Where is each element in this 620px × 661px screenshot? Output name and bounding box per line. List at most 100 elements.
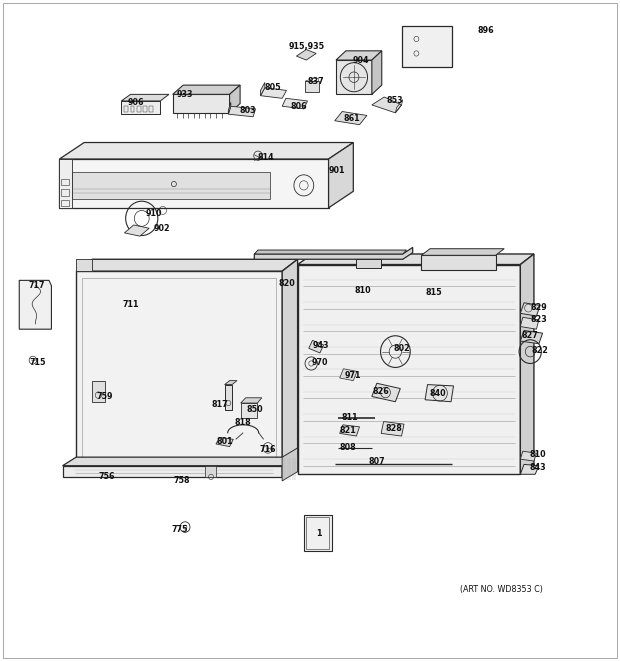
Text: 815: 815	[425, 288, 442, 297]
Polygon shape	[241, 403, 257, 418]
Text: 906: 906	[127, 98, 144, 108]
Polygon shape	[60, 159, 329, 208]
Polygon shape	[229, 85, 240, 113]
Bar	[61, 200, 69, 206]
Text: 711: 711	[122, 299, 139, 309]
Text: 715: 715	[30, 358, 46, 367]
Text: (ART NO. WD8353 C): (ART NO. WD8353 C)	[460, 584, 543, 594]
Polygon shape	[63, 457, 296, 466]
Polygon shape	[372, 51, 382, 95]
Polygon shape	[381, 422, 404, 436]
Bar	[304, 515, 332, 551]
Text: 756: 756	[99, 473, 115, 481]
Polygon shape	[336, 60, 372, 95]
Polygon shape	[260, 88, 286, 98]
Text: 801: 801	[216, 437, 233, 446]
Bar	[92, 381, 105, 402]
Text: 806: 806	[291, 102, 307, 111]
Bar	[137, 106, 141, 112]
Polygon shape	[520, 317, 539, 329]
Text: 829: 829	[531, 303, 547, 312]
Bar	[149, 106, 153, 112]
Text: 758: 758	[173, 477, 190, 485]
Polygon shape	[125, 225, 149, 236]
Text: 828: 828	[385, 424, 402, 432]
Polygon shape	[298, 264, 520, 475]
Text: 814: 814	[257, 153, 274, 162]
Polygon shape	[298, 254, 534, 264]
Polygon shape	[19, 280, 51, 329]
Polygon shape	[309, 340, 324, 353]
Bar	[305, 81, 319, 92]
Text: 933: 933	[177, 90, 193, 99]
Bar	[72, 173, 270, 198]
Polygon shape	[402, 26, 452, 67]
Text: 810: 810	[529, 450, 546, 459]
Text: 821: 821	[340, 426, 356, 435]
Polygon shape	[520, 254, 534, 475]
Polygon shape	[356, 259, 381, 268]
Polygon shape	[76, 259, 92, 271]
Text: 759: 759	[96, 392, 113, 401]
Polygon shape	[76, 271, 282, 466]
Bar	[306, 517, 329, 549]
Text: 811: 811	[342, 413, 358, 422]
Polygon shape	[216, 438, 233, 447]
Polygon shape	[224, 385, 232, 410]
Bar	[61, 189, 69, 196]
Polygon shape	[372, 383, 401, 402]
Polygon shape	[228, 106, 255, 117]
Text: 843: 843	[529, 463, 546, 472]
Polygon shape	[254, 250, 407, 254]
Polygon shape	[282, 259, 298, 466]
Text: 1: 1	[317, 529, 322, 538]
Text: 822: 822	[532, 346, 549, 355]
Polygon shape	[520, 330, 542, 344]
Text: 716: 716	[260, 445, 276, 453]
Text: 826: 826	[373, 387, 389, 396]
Text: 970: 970	[312, 358, 328, 367]
Polygon shape	[282, 457, 296, 477]
Text: 817: 817	[212, 400, 229, 409]
Text: 818: 818	[235, 418, 252, 428]
Text: 820: 820	[278, 278, 295, 288]
Text: 810: 810	[354, 286, 371, 295]
Text: 802: 802	[393, 344, 410, 354]
Polygon shape	[296, 50, 316, 60]
Polygon shape	[335, 112, 367, 125]
Polygon shape	[260, 83, 265, 96]
Text: 837: 837	[308, 77, 324, 86]
Polygon shape	[520, 465, 539, 475]
Polygon shape	[372, 97, 402, 113]
Polygon shape	[241, 398, 262, 403]
Polygon shape	[520, 303, 540, 316]
Polygon shape	[228, 102, 231, 114]
Polygon shape	[422, 255, 495, 270]
Text: 853: 853	[386, 97, 403, 106]
Text: 896: 896	[478, 26, 495, 35]
Polygon shape	[60, 143, 353, 159]
Text: 971: 971	[345, 371, 361, 380]
Polygon shape	[122, 95, 169, 101]
Polygon shape	[205, 466, 216, 477]
Text: 717: 717	[29, 281, 45, 290]
Text: 808: 808	[340, 444, 356, 452]
Text: 775: 775	[172, 525, 188, 534]
Bar	[125, 106, 128, 112]
Text: 840: 840	[429, 389, 446, 399]
Polygon shape	[282, 448, 298, 481]
Polygon shape	[520, 451, 536, 461]
Polygon shape	[122, 101, 161, 114]
Polygon shape	[282, 98, 308, 109]
Polygon shape	[224, 381, 237, 385]
Text: 943: 943	[313, 340, 329, 350]
Text: 910: 910	[146, 209, 162, 217]
Text: 803: 803	[240, 106, 257, 116]
Text: 805: 805	[265, 83, 281, 93]
Polygon shape	[425, 385, 453, 402]
Text: 827: 827	[521, 330, 538, 340]
Text: eReplacementParts.com: eReplacementParts.com	[194, 325, 321, 336]
Text: 915,935: 915,935	[289, 42, 325, 52]
Text: 901: 901	[329, 167, 345, 175]
Polygon shape	[340, 425, 360, 436]
